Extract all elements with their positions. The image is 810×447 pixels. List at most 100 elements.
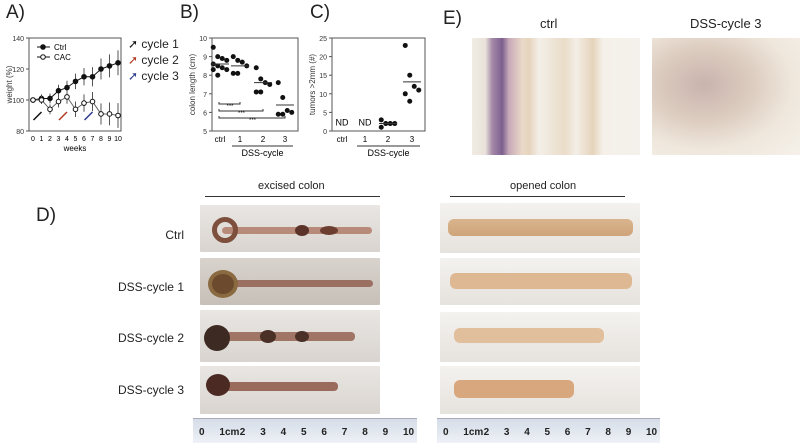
data-point <box>210 67 216 73</box>
y-tick-label: 10 <box>319 92 327 99</box>
e-dss-label: DSS-cycle 3 <box>690 16 762 31</box>
data-point <box>258 89 264 95</box>
ruler-tick-label: 5 <box>301 427 307 438</box>
plot-frame <box>28 37 122 132</box>
x-tick-label: 1 <box>40 136 44 143</box>
plot-frame <box>331 37 426 132</box>
data-point <box>72 78 79 85</box>
row-label-cycle2: DSS-cycle 2 <box>117 331 184 345</box>
opened-colon-cycle1-photo <box>440 258 640 305</box>
ruler-tick-label: 1cm <box>219 427 240 438</box>
data-point <box>215 72 221 78</box>
cycle-legend-item: ➚ cycle 2 <box>128 53 179 67</box>
x-tick-label: 0 <box>31 136 35 143</box>
data-point <box>210 44 216 50</box>
x-axis-label: DSS-cycle <box>241 148 283 158</box>
ruler-tick-label: 4 <box>524 427 530 438</box>
data-point <box>280 95 286 101</box>
data-point <box>402 42 408 48</box>
excised-colon-cycle2-photo <box>200 310 380 362</box>
ruler-tick-label: 2 <box>483 427 490 438</box>
plot-frame <box>211 37 299 132</box>
data-point <box>407 98 413 104</box>
data-point <box>407 72 413 78</box>
data-point <box>253 65 259 71</box>
data-point <box>280 111 286 117</box>
data-point <box>115 60 121 66</box>
y-tick-label: 140 <box>12 36 24 43</box>
significance-bracket <box>218 102 241 105</box>
excised-colon-ctrl-photo <box>200 205 380 252</box>
cycle-legend-item: ➚ cycle 1 <box>128 37 179 51</box>
ruler-tick-label: 0 <box>199 427 205 438</box>
cycle-arrow <box>58 111 68 121</box>
cycle-legend: ➚ cycle 1 ➚ cycle 2 ➚ cycle 3 <box>128 36 179 84</box>
data-point <box>253 89 259 95</box>
cycle-arrow <box>32 111 43 121</box>
y-tick-label: 80 <box>16 129 24 136</box>
significance-label: *** <box>238 111 246 117</box>
cycle-arrow <box>83 111 94 121</box>
data-point <box>275 111 281 117</box>
ruler-tick-label: 7 <box>585 427 591 438</box>
data-point <box>219 65 225 71</box>
data-point <box>378 117 384 123</box>
x-tick-label: 1 <box>238 135 243 144</box>
y-axis-label: weight (%) <box>5 65 14 104</box>
ruler-tick-label: 10 <box>403 427 415 438</box>
data-point <box>55 87 62 94</box>
y-tick-label: 25 <box>319 36 327 43</box>
data-point <box>98 66 104 72</box>
data-point <box>47 106 53 113</box>
x-tick-label: 4 <box>65 136 69 143</box>
ruler-tick-label: 6 <box>564 427 571 438</box>
data-point <box>289 109 295 115</box>
data-point <box>72 106 79 113</box>
x-tick-label: 3 <box>57 136 61 143</box>
significance-label: *** <box>249 118 257 124</box>
x-tick-label: 2 <box>261 135 266 144</box>
x-tick-label: ctrl <box>337 135 348 144</box>
x-tick-label: 3 <box>283 135 288 144</box>
ruler-tick-label: 5 <box>544 427 551 438</box>
data-point <box>55 98 62 105</box>
ruler-tick-label: 3 <box>503 427 510 438</box>
histology-ctrl-image <box>472 38 640 155</box>
x-tick-label: 10 <box>114 136 122 143</box>
significance-bracket <box>218 116 286 119</box>
data-point <box>64 84 70 91</box>
panel-a-label: A) <box>6 2 25 23</box>
data-point <box>47 95 53 102</box>
data-point <box>416 87 422 93</box>
ruler-tick-label: 4 <box>280 427 287 438</box>
row-label-cycle3: DSS-cycle 3 <box>117 383 184 397</box>
data-point <box>30 97 36 103</box>
legend-marker <box>40 54 46 60</box>
ruler-tick-label: 8 <box>605 427 611 438</box>
data-point <box>81 73 87 80</box>
nd-annotation: ND <box>336 117 349 127</box>
y-axis-label: colon length (cm) <box>188 53 197 115</box>
x-tick-label: 5 <box>74 136 78 143</box>
x-tick-label: 6 <box>82 136 86 143</box>
data-point <box>239 59 245 65</box>
data-point <box>38 97 45 103</box>
x-tick-label: 1 <box>363 135 368 144</box>
y-tick-label: 7 <box>203 92 207 99</box>
data-point <box>258 76 264 82</box>
y-tick-label: 5 <box>203 129 207 136</box>
y-tick-label: 10 <box>199 36 207 43</box>
cycle-legend-item: ➚ cycle 3 <box>128 69 179 83</box>
y-tick-label: 120 <box>12 67 24 74</box>
data-point <box>235 70 241 76</box>
opened-colon-header: opened colon <box>510 180 577 192</box>
x-axis-label: DSS-cycle <box>367 148 409 158</box>
x-tick-label: 7 <box>91 136 95 143</box>
data-point <box>64 94 70 100</box>
ruler-right: 0 1cm 2 3 4 5 6 7 8 9 10 <box>437 418 660 443</box>
e-ctrl-label: ctrl <box>540 16 558 31</box>
data-point <box>106 63 113 69</box>
legend-label: CAC <box>54 53 71 62</box>
nd-annotation: ND <box>359 117 372 127</box>
